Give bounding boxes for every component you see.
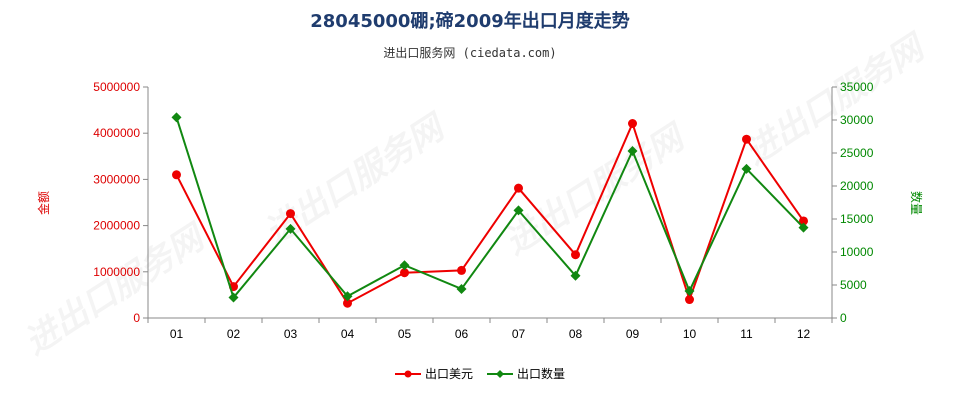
y-right-tick-label: 30000 — [840, 113, 874, 127]
x-tick-label: 09 — [626, 327, 640, 341]
series-1-point — [343, 298, 352, 308]
legend-item-label: 出口美元 — [425, 367, 473, 381]
series-2-point — [798, 222, 809, 233]
series-1-point — [571, 250, 580, 260]
series-1-point — [799, 216, 808, 226]
series-1-point — [685, 295, 694, 305]
x-tick-label: 11 — [740, 327, 753, 341]
series-layer — [171, 112, 809, 308]
series-1-point — [514, 183, 523, 193]
chart-title: 28045000硼;碲2009年出口月度走势 — [310, 10, 630, 32]
series-2-point — [684, 285, 695, 296]
series-1-point — [400, 268, 409, 278]
y-left-tick-label: 5000000 — [93, 80, 140, 94]
axes — [147, 87, 833, 319]
series-line-2 — [175, 117, 805, 300]
x-tick-label: 02 — [227, 327, 241, 341]
y-right-tick-label: 10000 — [840, 245, 874, 259]
y-left-tick-label: 2000000 — [93, 219, 140, 233]
x-tick-label: 08 — [569, 327, 583, 341]
x-tick-label: 04 — [341, 327, 355, 341]
y-axis-right-label: 数量 — [909, 191, 924, 215]
x-tick-label: 05 — [398, 327, 412, 341]
y-left-tick-label: 3000000 — [93, 172, 140, 186]
series-2-point — [513, 205, 524, 216]
x-tick-label: 07 — [512, 327, 526, 341]
series-2-point — [399, 260, 410, 271]
x-tick-label: 12 — [797, 327, 811, 341]
x-tick-label: 06 — [455, 327, 469, 341]
series-1-point — [286, 209, 295, 219]
series-1-point — [742, 134, 751, 144]
legend: 出口美元 出口数量 — [395, 366, 565, 381]
x-axis-ticks: 01 02 03 04 05 06 07 08 09 10 11 12 — [147, 318, 833, 341]
y-right-tick-label: 20000 — [840, 179, 874, 193]
series-2-point — [285, 223, 296, 234]
y-left-tick-label: 0 — [133, 311, 140, 325]
series-2-point — [456, 283, 467, 294]
watermark-text: 进出口服务网 — [258, 106, 455, 253]
legend-swatch-marker — [404, 370, 412, 378]
series-2-point — [570, 270, 581, 281]
series-2-point — [342, 291, 353, 302]
y-left-tick-label: 4000000 — [93, 126, 140, 140]
series-1-point — [172, 170, 181, 180]
chart-subtitle: 进出口服务网 (ciedata.com) — [383, 45, 556, 60]
y-axis-left-label: 金额 — [36, 191, 51, 215]
legend-swatch-marker — [496, 370, 504, 378]
x-tick-label: 03 — [284, 327, 298, 341]
series-2-point — [741, 163, 752, 174]
x-tick-label: 10 — [683, 327, 697, 341]
y-axis-right-ticks: 0 5000 10000 15000 20000 25000 30000 35000 — [832, 80, 874, 325]
y-right-tick-label: 5000 — [840, 278, 867, 292]
y-right-tick-label: 25000 — [840, 146, 874, 160]
series-2-point — [171, 112, 182, 123]
watermark-text: 进出口服务网 — [738, 26, 935, 173]
y-right-tick-label: 0 — [840, 311, 847, 325]
legend-item-label: 出口数量 — [517, 366, 565, 381]
series-1-point — [628, 118, 637, 128]
watermark-text: 进出口服务网 — [498, 116, 695, 263]
x-tick-label: 01 — [170, 327, 184, 341]
y-right-tick-label: 15000 — [840, 212, 874, 226]
watermark-text: 进出口服务网 — [18, 216, 215, 363]
series-1-point — [457, 265, 466, 275]
y-axis-left-ticks: 0 1000000 2000000 3000000 4000000 5000000 — [93, 80, 148, 325]
series-2-point — [627, 146, 638, 157]
y-right-tick-label: 35000 — [840, 80, 874, 94]
series-2-point — [228, 292, 239, 303]
y-left-tick-label: 1000000 — [93, 265, 140, 279]
